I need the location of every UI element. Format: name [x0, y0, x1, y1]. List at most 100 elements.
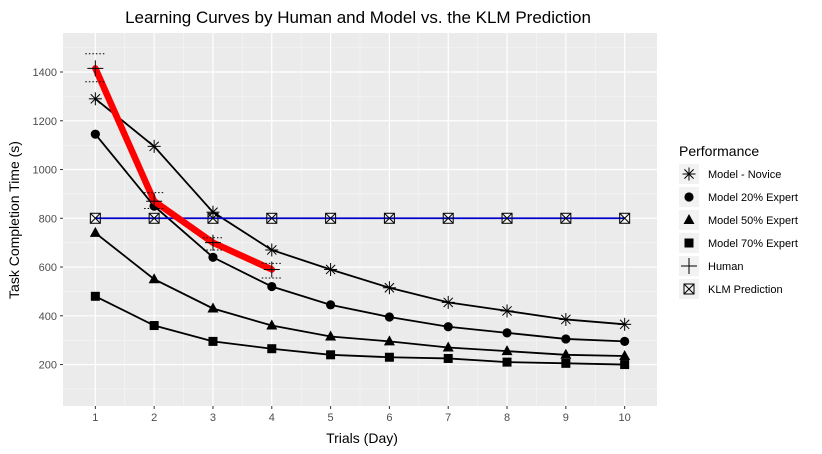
chart-title: Learning Curves by Human and Model vs. t… [125, 8, 591, 27]
data-point [561, 334, 571, 344]
data-point [265, 243, 279, 257]
y-axis-title: Task Completion Time (s) [6, 141, 22, 299]
legend-key-marker [683, 214, 695, 224]
y-tick-label: 1000 [33, 165, 57, 177]
y-tick-label: 1200 [33, 116, 57, 128]
marker-shape [207, 302, 219, 313]
data-point [263, 261, 280, 278]
marker-shape [619, 212, 631, 224]
data-point [501, 345, 513, 356]
series-line-1 [94, 133, 625, 343]
y-tick-label: 200 [39, 360, 57, 372]
marker-shape [442, 212, 454, 224]
data-point [443, 322, 453, 332]
marker-stroke [90, 93, 101, 104]
data-point [207, 302, 219, 313]
x-tick-label: 6 [386, 412, 392, 424]
data-point [90, 291, 100, 301]
legend-label: Human [708, 261, 743, 273]
data-point [87, 60, 104, 77]
data-point [619, 212, 631, 224]
y-tick-label: 600 [39, 262, 57, 274]
marker-shape [620, 360, 630, 370]
data-point [146, 193, 163, 210]
data-point [325, 300, 336, 310]
marker-shape [683, 214, 695, 224]
data-point [266, 212, 278, 224]
data-point [207, 212, 219, 224]
series-line-0 [94, 98, 625, 326]
data-point [501, 212, 513, 224]
marker-stroke [619, 212, 631, 224]
data-point [441, 295, 455, 309]
marker-shape [684, 192, 694, 202]
marker-stroke [266, 212, 278, 224]
marker-shape [442, 341, 454, 352]
data-point [620, 360, 630, 370]
x-axis-title: Trials (Day) [326, 430, 398, 446]
marker-stroke [384, 212, 395, 224]
marker-stroke [442, 212, 454, 224]
data-point [559, 312, 573, 326]
data-point [443, 353, 453, 363]
data-point [618, 317, 632, 331]
x-tick-label: 1 [92, 412, 98, 424]
marker-shape [208, 252, 218, 262]
x-tick-label: 8 [504, 412, 510, 424]
y-tick-label: 400 [39, 311, 57, 323]
marker-shape [266, 319, 278, 330]
data-point [204, 234, 221, 251]
series-line-4 [92, 65, 276, 273]
data-point [560, 348, 572, 359]
marker-shape [501, 345, 513, 356]
marker-shape [148, 212, 160, 224]
marker-shape [683, 283, 695, 295]
marker-stroke [149, 141, 160, 152]
legend-key-marker [682, 167, 696, 181]
data-point [208, 252, 218, 262]
marker-shape [149, 321, 159, 331]
marker-stroke [560, 314, 571, 325]
marker-stroke [684, 169, 694, 179]
x-tick-label: 10 [619, 412, 631, 424]
series-line-3 [94, 295, 625, 366]
legend-label: Model 20% Expert [708, 192, 798, 204]
data-point [619, 350, 631, 361]
y-tick-label: 800 [39, 213, 57, 225]
axes: 1 2 3 4 5 6 7 8 9 10 200 400 600 800 1000 1200 1400 [33, 67, 631, 424]
marker-shape [266, 212, 278, 224]
legend: Performance Model - Novice Model 20% Expe… [679, 143, 798, 299]
marker-stroke [501, 212, 513, 224]
marker-shape [89, 212, 101, 224]
marker-shape [267, 281, 277, 292]
legend-key-marker [683, 283, 695, 295]
data-point [383, 335, 395, 346]
marker-shape [384, 312, 395, 322]
data-point [267, 344, 277, 354]
data-point [208, 336, 218, 346]
marker-stroke [325, 212, 336, 224]
marker-shape [502, 357, 512, 367]
data-point [147, 139, 161, 153]
data-point [502, 357, 512, 367]
data-point [148, 273, 160, 284]
x-tick-label: 2 [151, 412, 157, 424]
data-point [324, 262, 338, 276]
data-point [442, 212, 454, 224]
marker-stroke [266, 245, 277, 255]
x-tick-label: 5 [328, 412, 334, 424]
marker-stroke [560, 212, 572, 224]
data-point [442, 341, 454, 352]
legend-key-marker [684, 192, 694, 202]
legend-label: Model - Novice [708, 169, 781, 181]
marker-shape [684, 238, 694, 248]
legend-label: Model 50% Expert [708, 215, 798, 227]
marker-stroke [89, 212, 101, 224]
data-point [384, 312, 395, 322]
marker-stroke [325, 264, 336, 275]
data-point [500, 304, 514, 318]
data-point [90, 129, 100, 139]
data-point [326, 350, 336, 360]
data-point [382, 281, 396, 295]
